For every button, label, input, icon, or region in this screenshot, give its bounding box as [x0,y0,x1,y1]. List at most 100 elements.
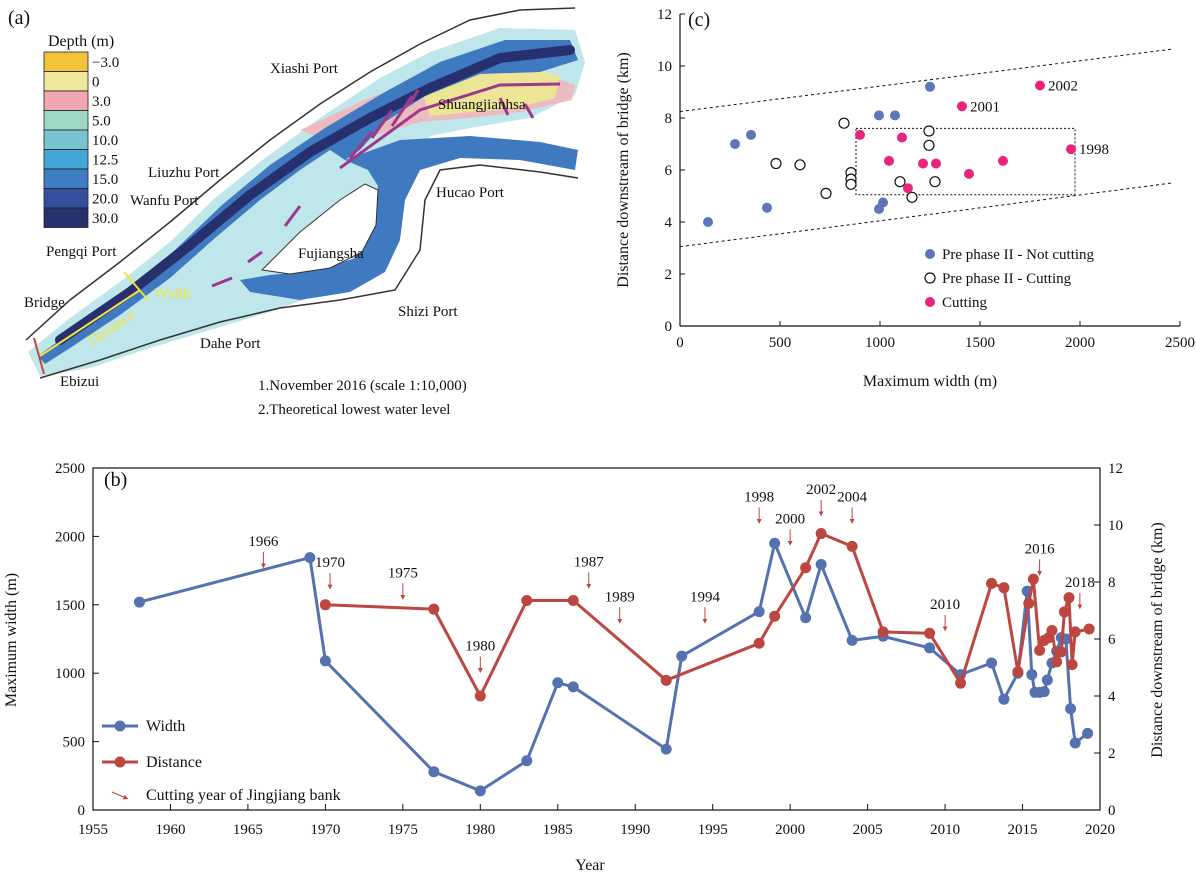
line-x-tick-label: 2005 [853,822,883,838]
width-point [474,785,486,797]
cutting-year-label: 1966 [248,534,279,550]
line-ylabel-right: Distance downstream of bridge (km) [1149,522,1166,757]
scatter-xlabel: Maximum width (m) [863,373,997,390]
legend-arrow-marker [111,791,129,800]
map-note-1: 1.November 2016 (scale 1:10,000) [258,378,467,394]
distance-point [428,603,440,615]
line-y-left-tick-label: 0 [78,803,86,819]
panel-b-timeseries: (b) 1955 1960 1965 1970 1975 1980 1985 1990 1995… [3,461,1166,874]
distance-point [1023,597,1035,609]
width-point [319,655,331,667]
width-point [986,657,998,669]
map-note-2: 2.Theoretical lowest water level [258,402,450,418]
width-point [800,612,812,624]
scatter-point-pre-cutting [894,176,906,188]
cutting-year-label: 2000 [775,511,805,527]
depth-legend-swatch [43,51,89,72]
scatter-y-tick-label: 0 [665,319,673,335]
panel-b-letter: (b) [104,469,127,491]
distance-point [986,577,998,589]
label-ebizui: Ebizui [60,374,99,390]
line-x-tick-label: 2020 [1085,822,1115,838]
depth-legend-title: Depth (m) [48,33,114,50]
depth-legend-label: −3.0 [92,55,119,71]
depth-legend-swatch [43,110,89,131]
width-arrow [123,271,149,301]
line-y-left-tick-label: 1000 [55,666,85,682]
line-x-tick-label: 1975 [388,822,418,838]
scatter-point-not-cutting [925,81,935,92]
cutting-year-label: 1970 [315,555,345,571]
cutting-year-label: 1980 [465,639,495,655]
width-point [998,693,1010,705]
cross-section-marks [211,82,561,288]
scatter-legend-marker [924,272,936,284]
label-dahe-port: Dahe Port [200,336,261,352]
river-south-branch [240,136,578,300]
scatter-upper-bound [679,48,1173,112]
line-y-left-tick-label: 500 [63,735,86,751]
line-x-tick-label: 1985 [543,822,573,838]
line-y-right-tick-label: 0 [1108,803,1116,819]
distance-point [846,540,858,552]
line-y-right-tick-label: 4 [1108,689,1116,705]
line-x-tick-label: 2000 [775,822,805,838]
distance-point [1066,659,1078,671]
scatter-y-tick-label: 2 [665,267,673,283]
scatter-y-tick-label: 12 [657,7,672,23]
scatter-point-not-cutting [878,197,888,208]
scatter-point-not-cutting [762,202,772,213]
distance-point [1046,624,1058,636]
depth-legend-swatch [43,188,89,209]
scatter-point-cutting [998,155,1008,166]
scatter-legend-marker [925,249,935,259]
cutting-year-label: 2004 [837,489,868,505]
depth-legend-label: 15.0 [92,172,118,188]
width-point [815,558,827,570]
scatter-point-not-cutting [874,110,884,121]
depth-legend-swatch [43,149,89,170]
distance-point [319,599,331,611]
label-bridge: Bridge [24,295,65,311]
line-x-tick-label: 1960 [155,822,185,838]
line-x-tick-label: 1980 [465,822,495,838]
scatter-point-cutting [918,158,928,169]
panel-a-letter: (a) [8,7,30,29]
scatter-point-cutting [903,183,913,194]
line-x-tick-label: 1955 [78,822,108,838]
depth-legend-label: 0 [92,75,100,91]
line-y-right-tick-label: 10 [1108,518,1123,534]
distance-point [753,637,765,649]
scatter-point-pre-cutting [923,125,935,137]
scatter-point-cutting [884,155,894,166]
distance-point [660,674,672,686]
depth-legend-label: 30.0 [92,211,118,227]
width-point [133,596,145,608]
scatter-point-not-cutting [890,110,900,121]
depth-legend-label: 12.5 [92,153,118,169]
cutting-year-label: 1975 [388,565,418,581]
distance-point [1058,606,1070,618]
width-point [1038,686,1050,698]
line-chart: 1955 1960 1965 1970 1975 1980 1985 1990 1995 2000… [55,461,1123,838]
scatter-x-tick-label: 500 [769,335,792,351]
distance-point [924,627,936,639]
line-ylabel-left: Maximum width (m) [3,573,20,707]
depth-legend-swatch [43,207,89,228]
distance-point [877,626,889,638]
distance-point [815,528,827,540]
depth-legend-swatch [43,168,89,189]
legend-arrow-label: Cutting year of Jingjiang bank [146,787,341,804]
label-liuzhu-port: Liuzhu Port [148,165,220,181]
depth-legend-label: 10.0 [92,133,118,149]
scatter-point-pre-cutting [929,176,941,188]
distance-point [474,690,486,702]
scatter-x-tick-label: 1000 [865,335,895,351]
scatter-point-cutting [957,101,967,112]
north-bank [25,7,576,341]
panel-c-scatter: (c) 0 500 1000 1500 2000 2500 0 2 4 6 8 10 12 2002 200… [615,7,1195,390]
distance-point [1063,592,1075,604]
scatter-point-cutting [855,129,865,140]
scatter-legend-label: Cutting [942,295,988,311]
